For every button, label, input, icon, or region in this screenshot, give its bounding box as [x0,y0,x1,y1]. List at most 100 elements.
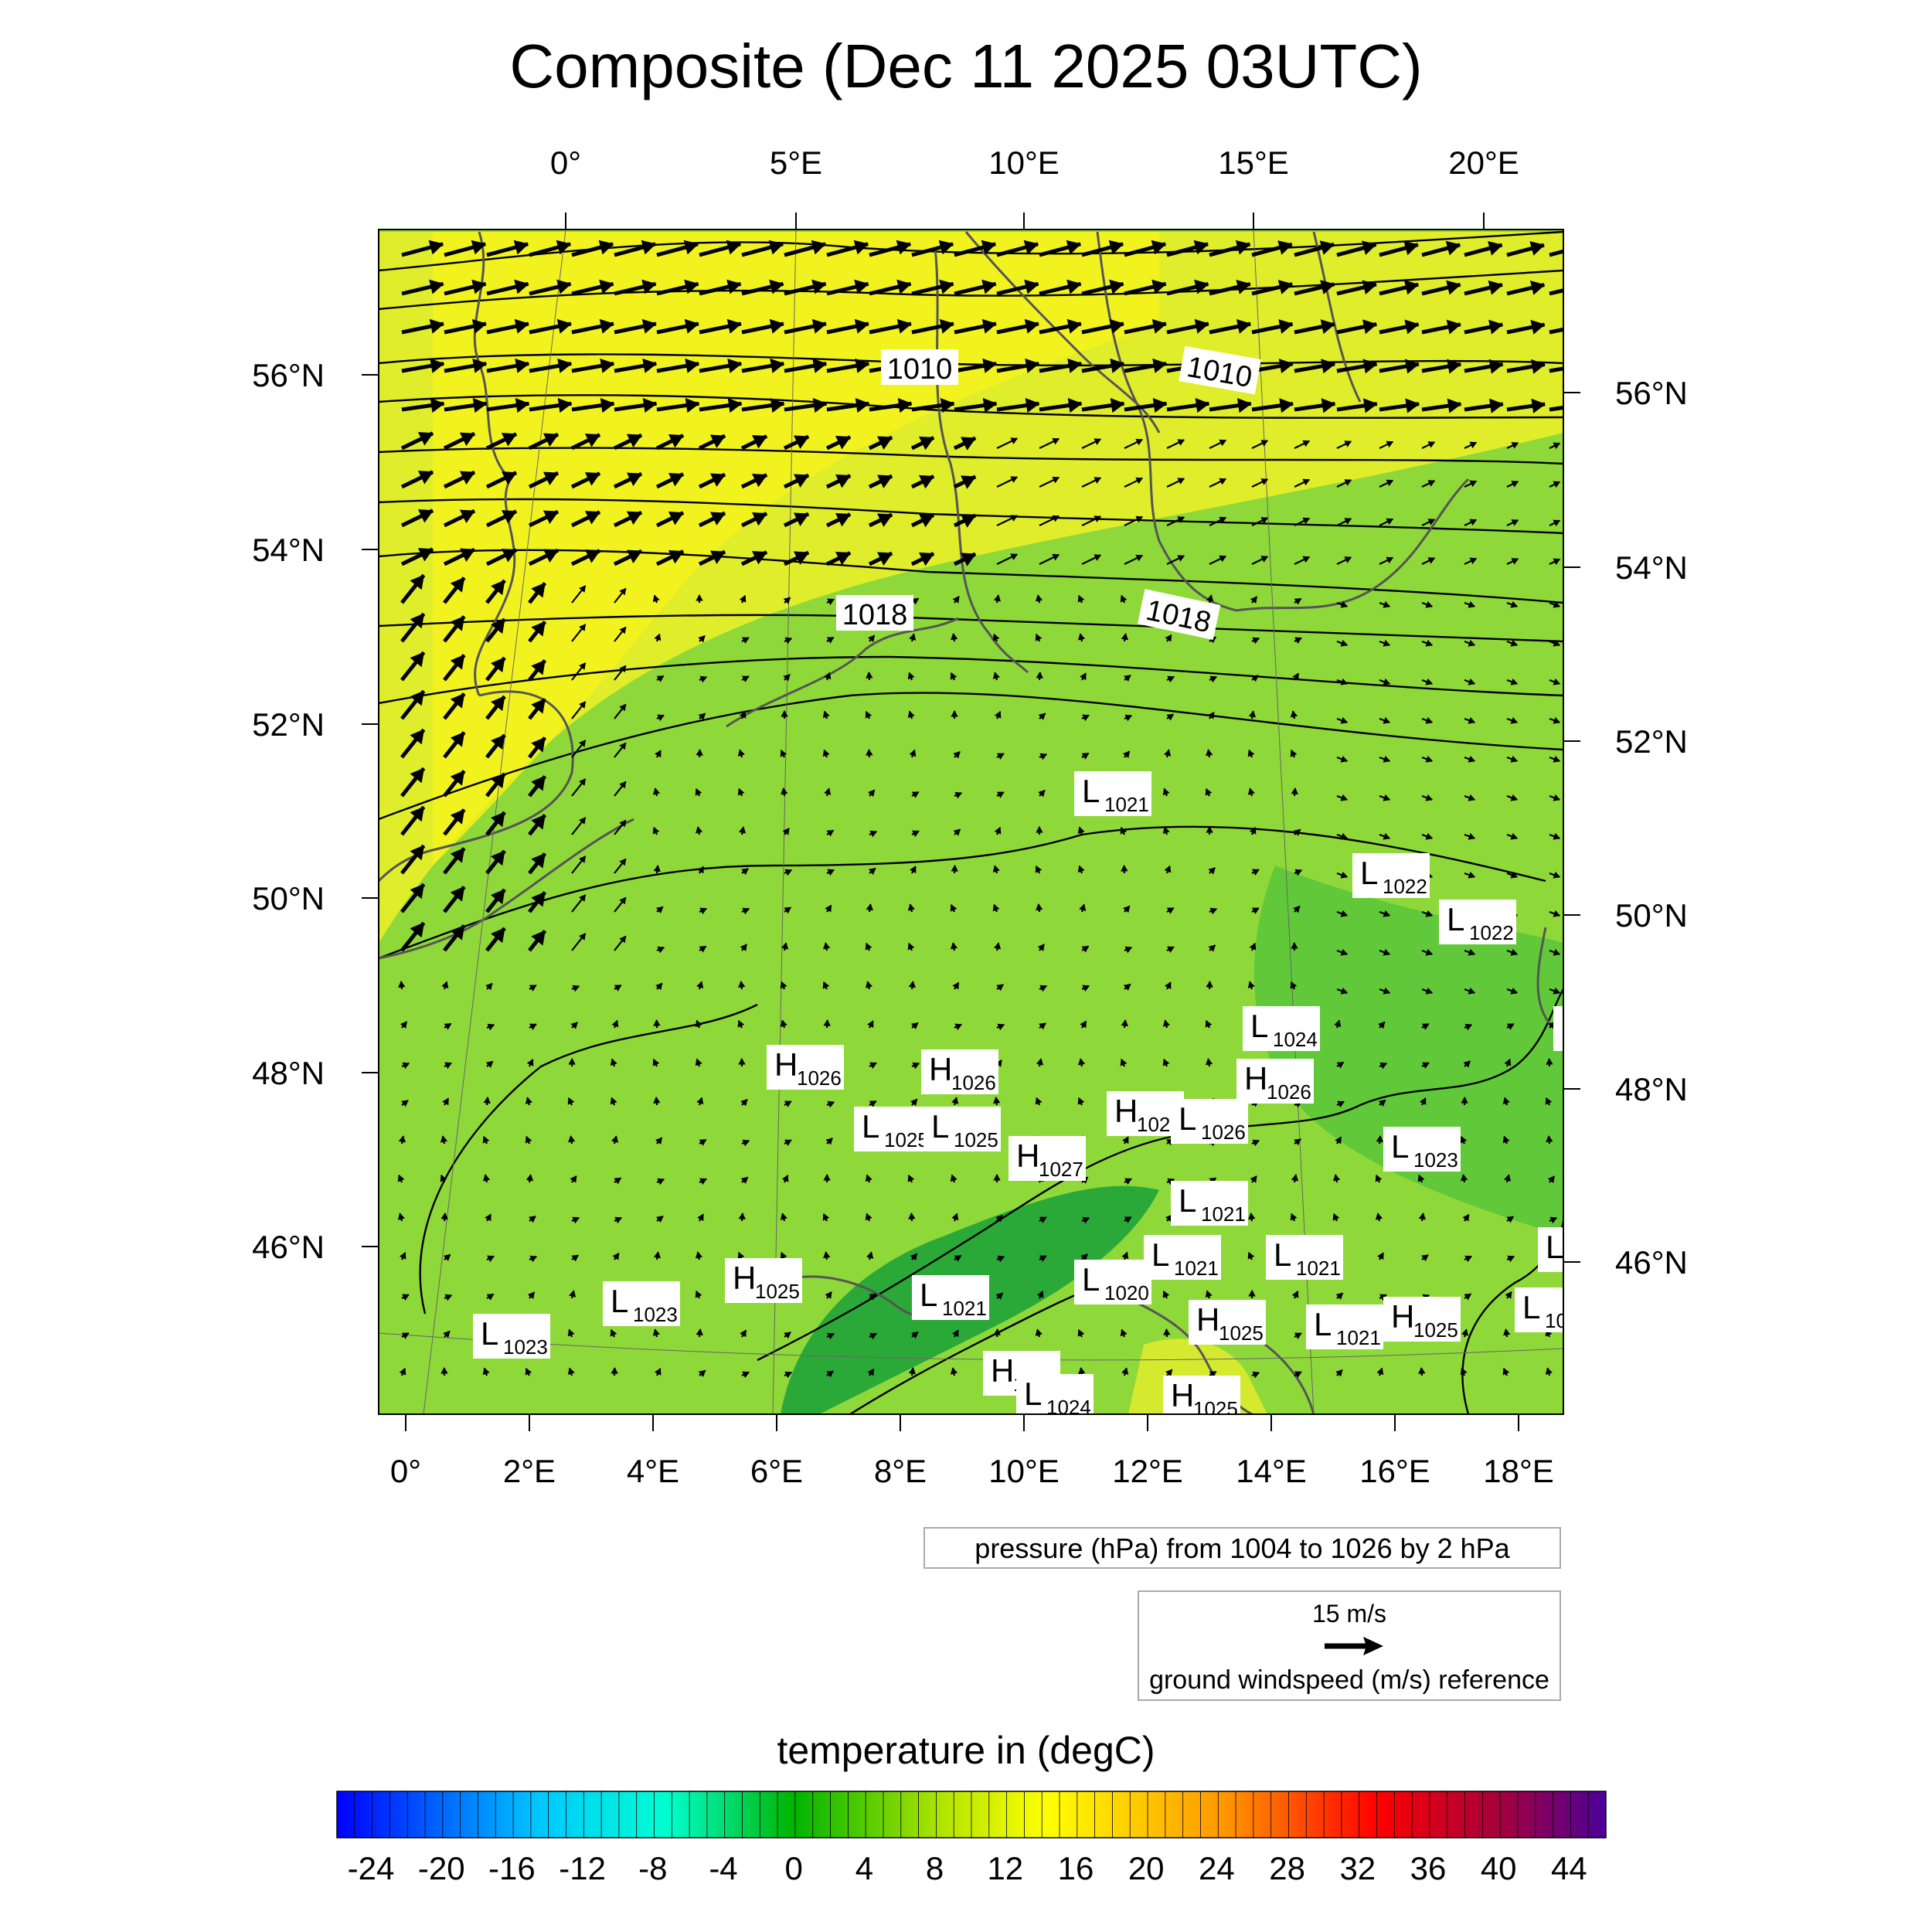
wind-arrow-head [1207,711,1215,719]
wind-arrow-head [655,750,662,758]
wind-arrow-head [1488,280,1503,295]
wind-arrow-head [485,1060,494,1068]
pressure-center-type: H [1244,1060,1267,1097]
wind-arrow-head [612,1252,620,1260]
wind-arrow-head [951,1213,959,1221]
wind-arrow-head [401,1100,409,1107]
wind-arrow-head [1109,279,1124,294]
wind-arrow-head [1250,596,1257,604]
wind-arrow-head [951,1097,959,1104]
wind-arrow-head [994,826,1002,835]
wind-arrow-head [1247,749,1255,757]
wind-arrow-head [525,1367,532,1376]
wind-arrow-head [1206,825,1213,833]
wind-arrow-head [866,903,873,911]
wind-arrow-head [1024,279,1039,294]
wind-arrow-head [1344,518,1352,525]
wind-arrow-head [1553,794,1561,801]
wind-arrow-head [1094,554,1102,561]
wind-vectors [397,240,1563,1379]
wind-arrow-head [1403,240,1419,256]
wind-arrow-head [1120,1058,1128,1066]
wind-arrow-head [1320,280,1335,295]
wind-arrow-head [1249,942,1257,951]
pressure-center-type: L [920,1277,937,1313]
bottom-lon-tick-label: 18°E [1483,1453,1554,1489]
wind-arrow-head [919,474,935,489]
wind-arrow-head [450,577,465,593]
wind-arrow-head [1468,716,1476,724]
wind-arrow-head [910,1098,918,1107]
wind-arrow-head [486,1294,495,1301]
wind-arrow-head [1108,240,1124,255]
wind-arrow-head [908,1367,917,1375]
wind-arrow-head [1383,948,1391,956]
wind-arrow-head [459,509,475,524]
wind-arrow-head [531,698,546,714]
wind-arrow-head [1205,787,1213,796]
wind-arrow-head [1469,480,1478,488]
wind-arrow-head [656,675,665,682]
wind-arrow-head [740,944,747,951]
left-lat-tick-label: 46°N [252,1229,325,1265]
wind-arrow-head [531,930,546,946]
wind-arrow-head [619,665,627,673]
pressure-center-type: L [862,1108,879,1145]
wind-arrow-head [402,1294,410,1301]
wind-arrow-head [619,935,627,944]
wind-arrow-head [652,1328,660,1336]
wind-arrow-head [1110,358,1125,373]
wind-arrow-head [940,398,955,413]
wind-arrow-head [619,587,627,596]
wind-arrow-head [529,985,537,992]
wind-arrow-head [697,1213,704,1222]
wind-arrow-head [992,633,1000,641]
wind-arrow-head [641,318,657,334]
wind-arrow-head [1293,828,1301,836]
wind-arrow-head [1545,1097,1553,1105]
wind-arrow-head [1403,280,1420,295]
wind-arrow-head [822,942,831,950]
wind-arrow-head [1025,398,1040,413]
wind-arrow-head [909,633,917,641]
wind-arrow-head [614,1216,623,1224]
wind-arrow-head [783,674,791,682]
isobar [379,614,1563,643]
wind-arrow-head [531,814,546,830]
wind-arrow-head [911,791,920,798]
wind-arrow-head [740,1176,749,1184]
wind-arrow-head [1553,442,1561,450]
wind-arrow-head [784,869,793,876]
wind-arrow-head [1035,1328,1043,1336]
wind-arrow-head [410,883,424,900]
wind-arrow-head [1553,910,1561,917]
wind-arrow-head [869,1100,877,1107]
wind-arrow-head [1077,1328,1085,1337]
wind-arrow-head [866,1251,874,1259]
wind-arrow-head [529,1255,538,1263]
wind-arrow-head [501,433,517,447]
wind-arrow-head [1039,1216,1047,1223]
bottom-lon-tick-label: 2°E [503,1453,556,1489]
wind-arrow-head [685,398,700,413]
wind-arrow-head [491,927,505,944]
wind-arrow-head [951,864,958,872]
wind-arrow-head [1036,672,1043,679]
pressure-center-label: L 10 [1553,1006,1563,1051]
wind-arrow-head [1294,598,1302,605]
wind-arrow-head [1162,1290,1170,1298]
wind-arrow-head [398,981,406,988]
wind-arrow-head [491,773,505,789]
wind-arrow-head [1510,755,1519,763]
wind-arrow-head [827,1100,835,1108]
wind-arrow-head [657,946,665,954]
wind-arrow-head [1461,1096,1468,1104]
pressure-center-type: L [1360,855,1378,891]
wind-arrow-head [769,318,784,334]
wind-arrow-head [1248,710,1257,718]
wind-arrow-head [1332,1174,1341,1182]
colorbar-tick-label: 8 [926,1850,944,1886]
colorbar-tick-label: 44 [1551,1850,1587,1886]
